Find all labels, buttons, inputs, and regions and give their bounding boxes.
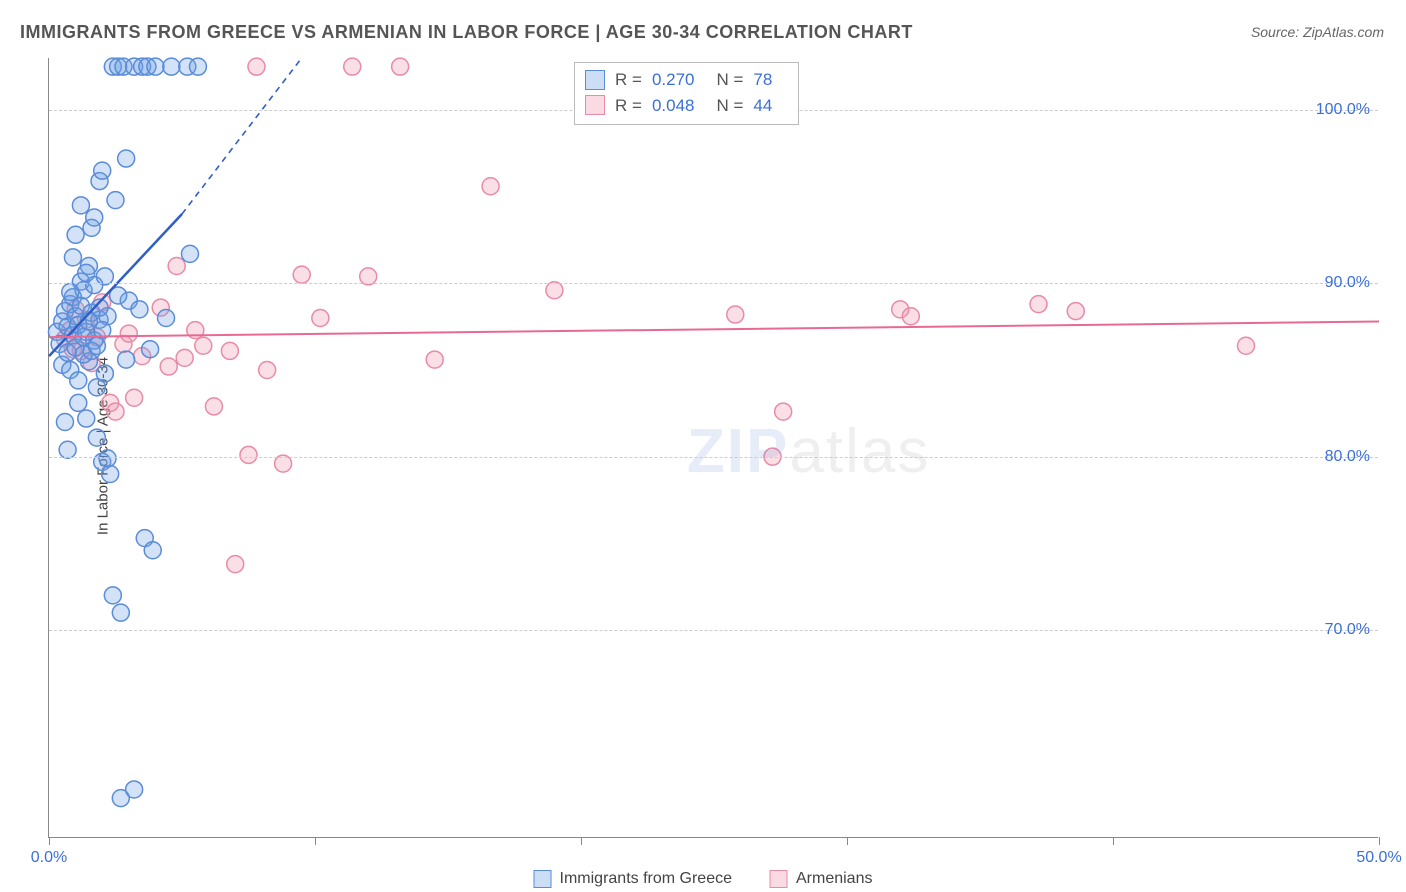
swatch-pink-icon bbox=[585, 95, 605, 115]
gridline bbox=[49, 283, 1378, 284]
chart-title: IMMIGRANTS FROM GREECE VS ARMENIAN IN LA… bbox=[20, 22, 913, 43]
legend-label-1: Immigrants from Greece bbox=[560, 870, 732, 888]
x-tick bbox=[581, 837, 582, 845]
r-value-1: 0.270 bbox=[652, 67, 695, 93]
swatch-blue-icon bbox=[585, 70, 605, 90]
gridline bbox=[49, 457, 1378, 458]
legend-swatch-pink-icon bbox=[770, 870, 788, 888]
n-value-2: 44 bbox=[753, 93, 772, 119]
plot-area: ZIPatlas 70.0%80.0%90.0%100.0%0.0%50.0% bbox=[48, 58, 1378, 838]
x-tick-label: 50.0% bbox=[1356, 849, 1401, 867]
stats-row-1: R = 0.270 N = 78 bbox=[585, 67, 784, 93]
x-tick bbox=[49, 837, 50, 845]
legend-swatch-blue-icon bbox=[534, 870, 552, 888]
y-tick-label: 90.0% bbox=[1325, 274, 1370, 292]
x-tick bbox=[315, 837, 316, 845]
r-value-2: 0.048 bbox=[652, 93, 695, 119]
x-tick-label: 0.0% bbox=[31, 849, 67, 867]
y-tick-label: 70.0% bbox=[1325, 621, 1370, 639]
n-label: N = bbox=[716, 67, 743, 93]
scatter-svg bbox=[49, 58, 1379, 838]
legend-label-2: Armenians bbox=[796, 870, 872, 888]
source-label: Source: ZipAtlas.com bbox=[1251, 24, 1384, 40]
r-label: R = bbox=[615, 67, 642, 93]
legend-item-1: Immigrants from Greece bbox=[534, 870, 732, 888]
legend-item-2: Armenians bbox=[770, 870, 872, 888]
n-value-1: 78 bbox=[753, 67, 772, 93]
gridline bbox=[49, 630, 1378, 631]
r-label: R = bbox=[615, 93, 642, 119]
x-tick bbox=[1379, 837, 1380, 845]
x-tick bbox=[847, 837, 848, 845]
bottom-legend: Immigrants from Greece Armenians bbox=[534, 870, 873, 888]
x-tick bbox=[1113, 837, 1114, 845]
stats-legend-box: R = 0.270 N = 78 R = 0.048 N = 44 bbox=[574, 62, 799, 125]
n-label: N = bbox=[716, 93, 743, 119]
stats-row-2: R = 0.048 N = 44 bbox=[585, 93, 784, 119]
y-tick-label: 100.0% bbox=[1316, 101, 1370, 119]
y-tick-label: 80.0% bbox=[1325, 448, 1370, 466]
